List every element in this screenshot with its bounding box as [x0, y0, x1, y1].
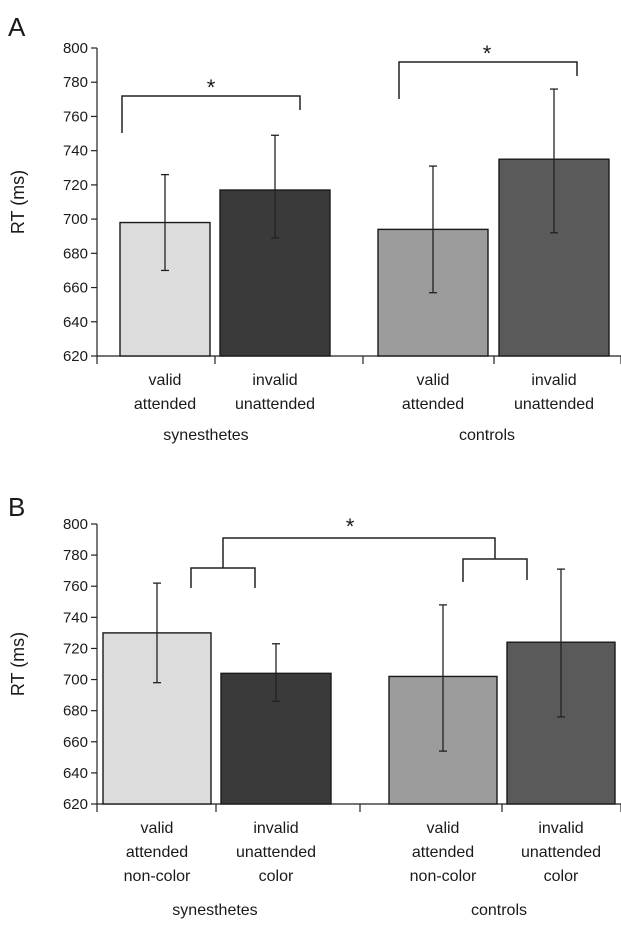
panel-a: A 620 640 660 680 700 720 740 760 780 800 RT (ms) va…: [8, 12, 621, 444]
category-label: attended: [402, 396, 464, 413]
category-label: valid: [427, 820, 460, 837]
category-label: valid: [141, 820, 174, 837]
category-label: unattended: [514, 396, 594, 413]
y-tick-label: 700: [63, 672, 88, 689]
group-label: synesthetes: [163, 427, 248, 444]
significance-star: *: [346, 514, 355, 539]
significance-star: *: [207, 75, 216, 100]
category-label: unattended: [236, 844, 316, 861]
significance-bracket: [222, 537, 496, 568]
y-tick-label: 620: [63, 348, 88, 365]
panel-label: A: [8, 12, 26, 42]
y-tick-label: 780: [63, 547, 88, 564]
y-tick-label: 760: [63, 108, 88, 125]
category-label: non-color: [410, 868, 477, 885]
panel-b: B 620 640 660 680 700 720 740 760 780 800 RT (ms) va…: [8, 492, 621, 919]
y-tick-label: 680: [63, 245, 88, 262]
significance-bracket: [190, 567, 256, 588]
category-label: unattended: [235, 396, 315, 413]
category-label: invalid: [252, 372, 297, 389]
category-label: unattended: [521, 844, 601, 861]
significance-star: *: [483, 41, 492, 66]
y-tick-label: 660: [63, 734, 88, 751]
category-label: attended: [134, 396, 196, 413]
category-label: valid: [417, 372, 450, 389]
panel-label: B: [8, 492, 25, 522]
group-label: controls: [459, 427, 515, 444]
significance-bracket: [121, 95, 301, 133]
y-tick-label: 700: [63, 211, 88, 228]
significance-bracket: [462, 558, 528, 582]
group-label: synesthetes: [172, 902, 257, 919]
y-tick-label: 760: [63, 578, 88, 595]
category-label: attended: [126, 844, 188, 861]
category-label: invalid: [531, 372, 576, 389]
y-tick-label: 720: [63, 640, 88, 657]
y-tick-label: 780: [63, 74, 88, 91]
y-tick-label: 640: [63, 314, 88, 331]
category-label: non-color: [124, 868, 191, 885]
group-label: controls: [471, 902, 527, 919]
y-tick-label: 800: [63, 40, 88, 57]
y-tick-label: 660: [63, 280, 88, 297]
category-label: invalid: [538, 820, 583, 837]
category-label: color: [259, 868, 294, 885]
y-axis-label: RT (ms): [8, 632, 28, 696]
y-tick-label: 740: [63, 143, 88, 160]
y-tick-label: 800: [63, 516, 88, 533]
y-tick-label: 680: [63, 703, 88, 720]
y-tick-label: 720: [63, 177, 88, 194]
y-tick-label: 740: [63, 609, 88, 626]
category-label: attended: [412, 844, 474, 861]
y-tick-label: 640: [63, 765, 88, 782]
category-label: invalid: [253, 820, 298, 837]
significance-bracket: [398, 61, 578, 99]
category-label: color: [544, 868, 579, 885]
category-label: valid: [149, 372, 182, 389]
y-axis-label: RT (ms): [8, 170, 28, 234]
y-tick-label: 620: [63, 796, 88, 813]
